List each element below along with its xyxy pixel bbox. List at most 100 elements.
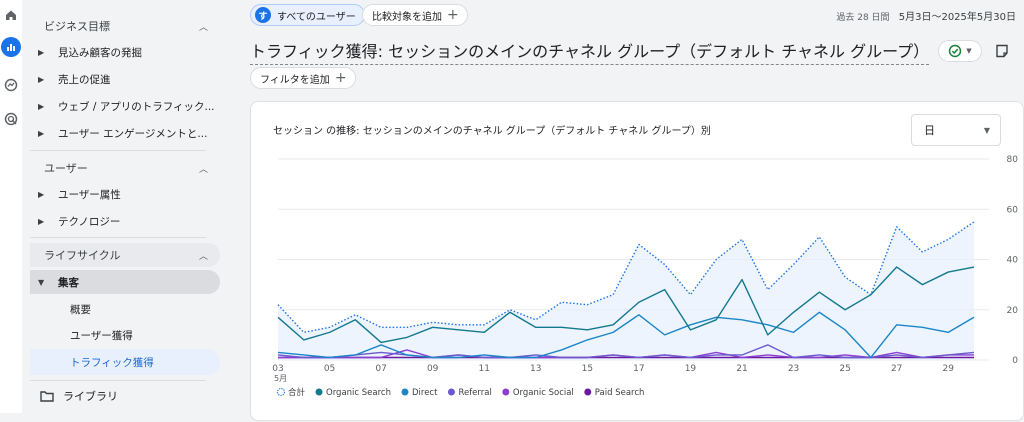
- x-tick-label: 25: [839, 364, 850, 374]
- series-line-direct: [277, 311, 975, 359]
- section-business-goals[interactable]: ビジネス目標 ︿: [30, 14, 220, 38]
- legend-marker: [401, 388, 409, 396]
- chevron-up-icon: ︿: [198, 164, 208, 175]
- legend-label: Direct: [412, 388, 438, 398]
- x-tick-label: 21: [736, 364, 747, 374]
- nav-rail: [0, 0, 22, 413]
- section-label: ビジネス目標: [44, 20, 110, 33]
- series-line-organic-search: [277, 266, 975, 344]
- divider: [30, 150, 206, 151]
- sidebar-subitem-label: 概要: [70, 303, 91, 316]
- plus-icon: +: [334, 70, 347, 86]
- chart-card: セッション の推移: セッションのメインのチャネル グループ（デフォルト チャネ…: [250, 101, 1024, 421]
- x-tick-label: 29: [942, 364, 954, 374]
- x-tick-label: 17: [633, 364, 644, 374]
- advertising-icon[interactable]: [0, 108, 22, 130]
- page-title: トラフィック獲得: セッションのメインのチャネル グループ（デフォルト チャネル…: [250, 38, 930, 65]
- x-tick-label: 03: [272, 364, 283, 374]
- report-main: す すべてのユーザー 比較対象を追加 + 過去 28 日間 5月3日〜2025年…: [222, 0, 1024, 421]
- granularity-select[interactable]: 日 ▼: [911, 114, 1001, 146]
- sidebar-item-label: テクノロジー: [58, 215, 121, 228]
- granularity-value: 日: [924, 124, 935, 137]
- x-month-label: 5月: [274, 374, 287, 383]
- caret-down-icon: ▼: [38, 277, 45, 287]
- section-user[interactable]: ユーザー ︿: [30, 156, 220, 180]
- divider: [30, 380, 206, 381]
- sidebar-item-label: ユーザー エンゲージメントと...: [58, 127, 208, 140]
- series-line-referral: [277, 344, 975, 359]
- legend-label: Paid Search: [595, 388, 645, 398]
- chevron-up-icon: ︿: [198, 22, 208, 33]
- caret-down-icon: ▼: [983, 125, 990, 135]
- x-tick-label: 09: [427, 364, 439, 374]
- add-filter-label: フィルタを追加: [260, 74, 330, 86]
- sidebar-subitem-label: ユーザー獲得: [70, 329, 133, 342]
- add-comparison-button[interactable]: 比較対象を追加 +: [362, 4, 468, 26]
- reports-icon[interactable]: [1, 37, 21, 57]
- x-tick-label: 07: [375, 364, 386, 374]
- sidebar-item-label: 見込み顧客の発掘: [58, 46, 142, 59]
- series-line-合計: [277, 221, 975, 334]
- legend-label: Organic Social: [513, 388, 574, 398]
- legend-marker: [502, 388, 510, 396]
- y-tick-label: 0: [1012, 356, 1018, 366]
- y-tick-label: 60: [1007, 205, 1019, 215]
- report-status-button[interactable]: ▼: [938, 40, 982, 62]
- caret-right-icon: ▶: [38, 47, 45, 57]
- section-label: ライフサイクル: [44, 249, 121, 262]
- sidebar-item-label: ウェブ / アプリのトラフィック...: [58, 100, 215, 113]
- sidebar-item-drive-sales[interactable]: ▶ 売上の促進: [30, 67, 220, 91]
- total-area: [278, 221, 974, 360]
- all-users-label: すべてのユーザー: [277, 11, 356, 23]
- x-tick-label: 23: [788, 364, 799, 374]
- legend-marker: [276, 387, 286, 397]
- sidebar-item-label: 集客: [58, 276, 79, 289]
- sessions-line-chart: 0 20 40 60 80 03 05 07 09 11 13 15 17 19 21 23 25 27 29 5月合…: [272, 155, 1019, 398]
- sidebar-item-web-app-traffic[interactable]: ▶ ウェブ / アプリのトラフィック...: [30, 94, 220, 118]
- divider: [30, 237, 206, 238]
- legend-label: 合計: [288, 387, 306, 398]
- home-icon[interactable]: [0, 4, 22, 26]
- x-tick-label: 19: [685, 364, 697, 374]
- customize-report-icon[interactable]: [995, 43, 1009, 62]
- sidebar-item-user-engagement[interactable]: ▶ ユーザー エンゲージメントと...: [30, 121, 220, 145]
- date-range-prefix: 過去 28 日間: [836, 13, 890, 23]
- add-comparison-label: 比較対象を追加: [372, 11, 442, 23]
- library-link[interactable]: ライブラリ: [40, 388, 118, 404]
- legend-marker: [315, 388, 323, 396]
- all-users-chip[interactable]: す すべてのユーザー: [250, 4, 365, 26]
- date-range-value: 5月3日〜2025年5月30日: [898, 12, 1016, 23]
- caret-right-icon: ▶: [38, 216, 45, 226]
- x-tick-label: 05: [324, 364, 335, 374]
- plus-icon: +: [447, 7, 459, 23]
- sidebar-item-technology[interactable]: ▶ テクノロジー: [30, 209, 220, 233]
- chevron-up-icon: ︿: [198, 251, 208, 262]
- x-tick-label: 11: [478, 364, 489, 374]
- legend-marker: [584, 388, 592, 396]
- caret-right-icon: ▶: [38, 189, 45, 199]
- explore-icon[interactable]: [0, 74, 22, 96]
- sidebar-subitem-overview[interactable]: 概要: [30, 296, 220, 322]
- sidebar-item-acquisition[interactable]: ▼ 集客: [30, 270, 220, 294]
- caret-right-icon: ▶: [38, 74, 45, 84]
- sidebar-subitem-user-acquisition[interactable]: ユーザー獲得: [30, 322, 220, 348]
- sidebar-item-lead-generation[interactable]: ▶ 見込み顧客の発掘: [30, 40, 220, 64]
- sidebar-item-label: 売上の促進: [58, 73, 111, 86]
- x-tick-label: 13: [530, 364, 541, 374]
- caret-right-icon: ▶: [38, 101, 45, 111]
- section-lifecycle[interactable]: ライフサイクル ︿: [30, 243, 220, 267]
- date-range-picker[interactable]: 過去 28 日間 5月3日〜2025年5月30日: [836, 8, 1016, 23]
- y-tick-label: 20: [1007, 306, 1019, 316]
- legend-label: Organic Search: [326, 388, 391, 398]
- sidebar-subitem-label: トラフィック獲得: [70, 356, 154, 369]
- library-label: ライブラリ: [63, 390, 118, 403]
- sidebar-item-label: ユーザー属性: [58, 188, 121, 201]
- legend-label: Referral: [458, 388, 491, 398]
- sidebar-subitem-traffic-acquisition[interactable]: トラフィック獲得: [30, 349, 220, 375]
- folder-icon: [40, 391, 54, 402]
- check-circle-icon: [949, 44, 962, 58]
- chart-title: セッション の推移: セッションのメインのチャネル グループ（デフォルト チャネ…: [273, 126, 711, 137]
- caret-right-icon: ▶: [38, 128, 45, 138]
- add-filter-button[interactable]: フィルタを追加 +: [250, 67, 356, 89]
- sidebar-item-demographics[interactable]: ▶ ユーザー属性: [30, 182, 220, 206]
